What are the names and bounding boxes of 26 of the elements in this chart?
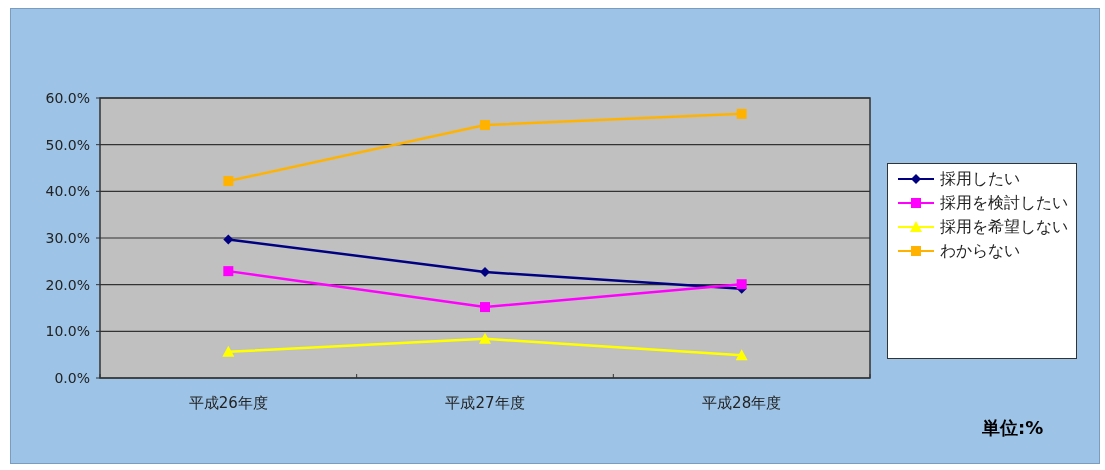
point — [222, 345, 235, 357]
x-tick-label: 平成27年度 — [445, 394, 525, 412]
legend-label: 採用を希望しない — [940, 217, 1068, 236]
point — [735, 349, 748, 361]
x-tick-label: 平成26年度 — [188, 394, 268, 412]
point — [479, 332, 491, 344]
legend-label: わからない — [940, 241, 1020, 260]
y-tick-label: 50.0% — [45, 136, 90, 153]
point — [736, 108, 747, 119]
point — [480, 302, 490, 313]
point — [736, 279, 747, 290]
point — [223, 234, 234, 245]
x-tick-label: 平成28年度 — [702, 394, 782, 412]
legend-label: 採用したい — [940, 169, 1020, 188]
text: 単位:% — [982, 416, 1044, 440]
y-tick-label: 0.0% — [54, 370, 90, 386]
y-tick-label: 60.0% — [45, 90, 90, 106]
point — [480, 267, 490, 278]
y-tick-label: 10.0% — [45, 323, 90, 340]
legend-label: 採用を検討したい — [940, 193, 1068, 212]
point — [223, 176, 234, 187]
y-tick-label: 30.0% — [45, 230, 90, 246]
point — [223, 266, 234, 277]
y-tick-label: 40.0% — [45, 183, 90, 200]
y-tick-label: 20.0% — [45, 276, 90, 293]
point — [480, 120, 490, 131]
